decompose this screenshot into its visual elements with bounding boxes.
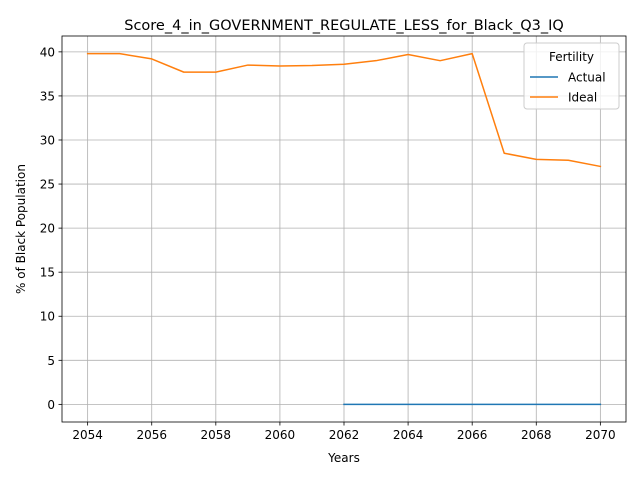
y-tick-label: 30: [40, 133, 55, 147]
y-tick-label: 15: [40, 266, 55, 280]
y-tick-label: 35: [40, 89, 55, 103]
x-tick-label: 2064: [393, 428, 424, 442]
x-tick-label: 2060: [265, 428, 296, 442]
legend-box: [523, 42, 620, 110]
y-tick-label: 10: [40, 310, 55, 324]
series-line-ideal: [86, 52, 602, 168]
legend-label-ideal: Ideal: [568, 91, 597, 105]
chart-title: Score_4_in_GOVERNMENT_REGULATE_LESS_for_…: [124, 18, 564, 34]
legend: Fertility Actual Ideal: [523, 42, 620, 110]
x-tick-label: 2068: [521, 428, 552, 442]
x-tick-label: 2066: [457, 428, 488, 442]
y-axis-label: % of Black Population: [14, 164, 28, 294]
x-tick-label: 2070: [585, 428, 616, 442]
legend-title: Fertility: [549, 50, 594, 64]
x-tick-label: 2056: [136, 428, 167, 442]
y-tick-label: 0: [47, 398, 55, 412]
y-tick-label: 40: [40, 45, 55, 59]
legend-label-actual: Actual: [568, 71, 606, 85]
y-tick-label: 20: [40, 222, 55, 236]
x-tick-label: 2062: [329, 428, 360, 442]
series-layer: [86, 52, 602, 406]
y-tick-label: 25: [40, 178, 55, 192]
x-tick-label: 2054: [72, 428, 103, 442]
x-tick-label: 2058: [201, 428, 232, 442]
y-tick-label: 5: [47, 354, 55, 368]
axes: 2054 2056 2058 2060 2062 2064 2066 2068 2070 0 5 10…: [40, 45, 616, 442]
x-axis-label: Years: [327, 451, 360, 465]
